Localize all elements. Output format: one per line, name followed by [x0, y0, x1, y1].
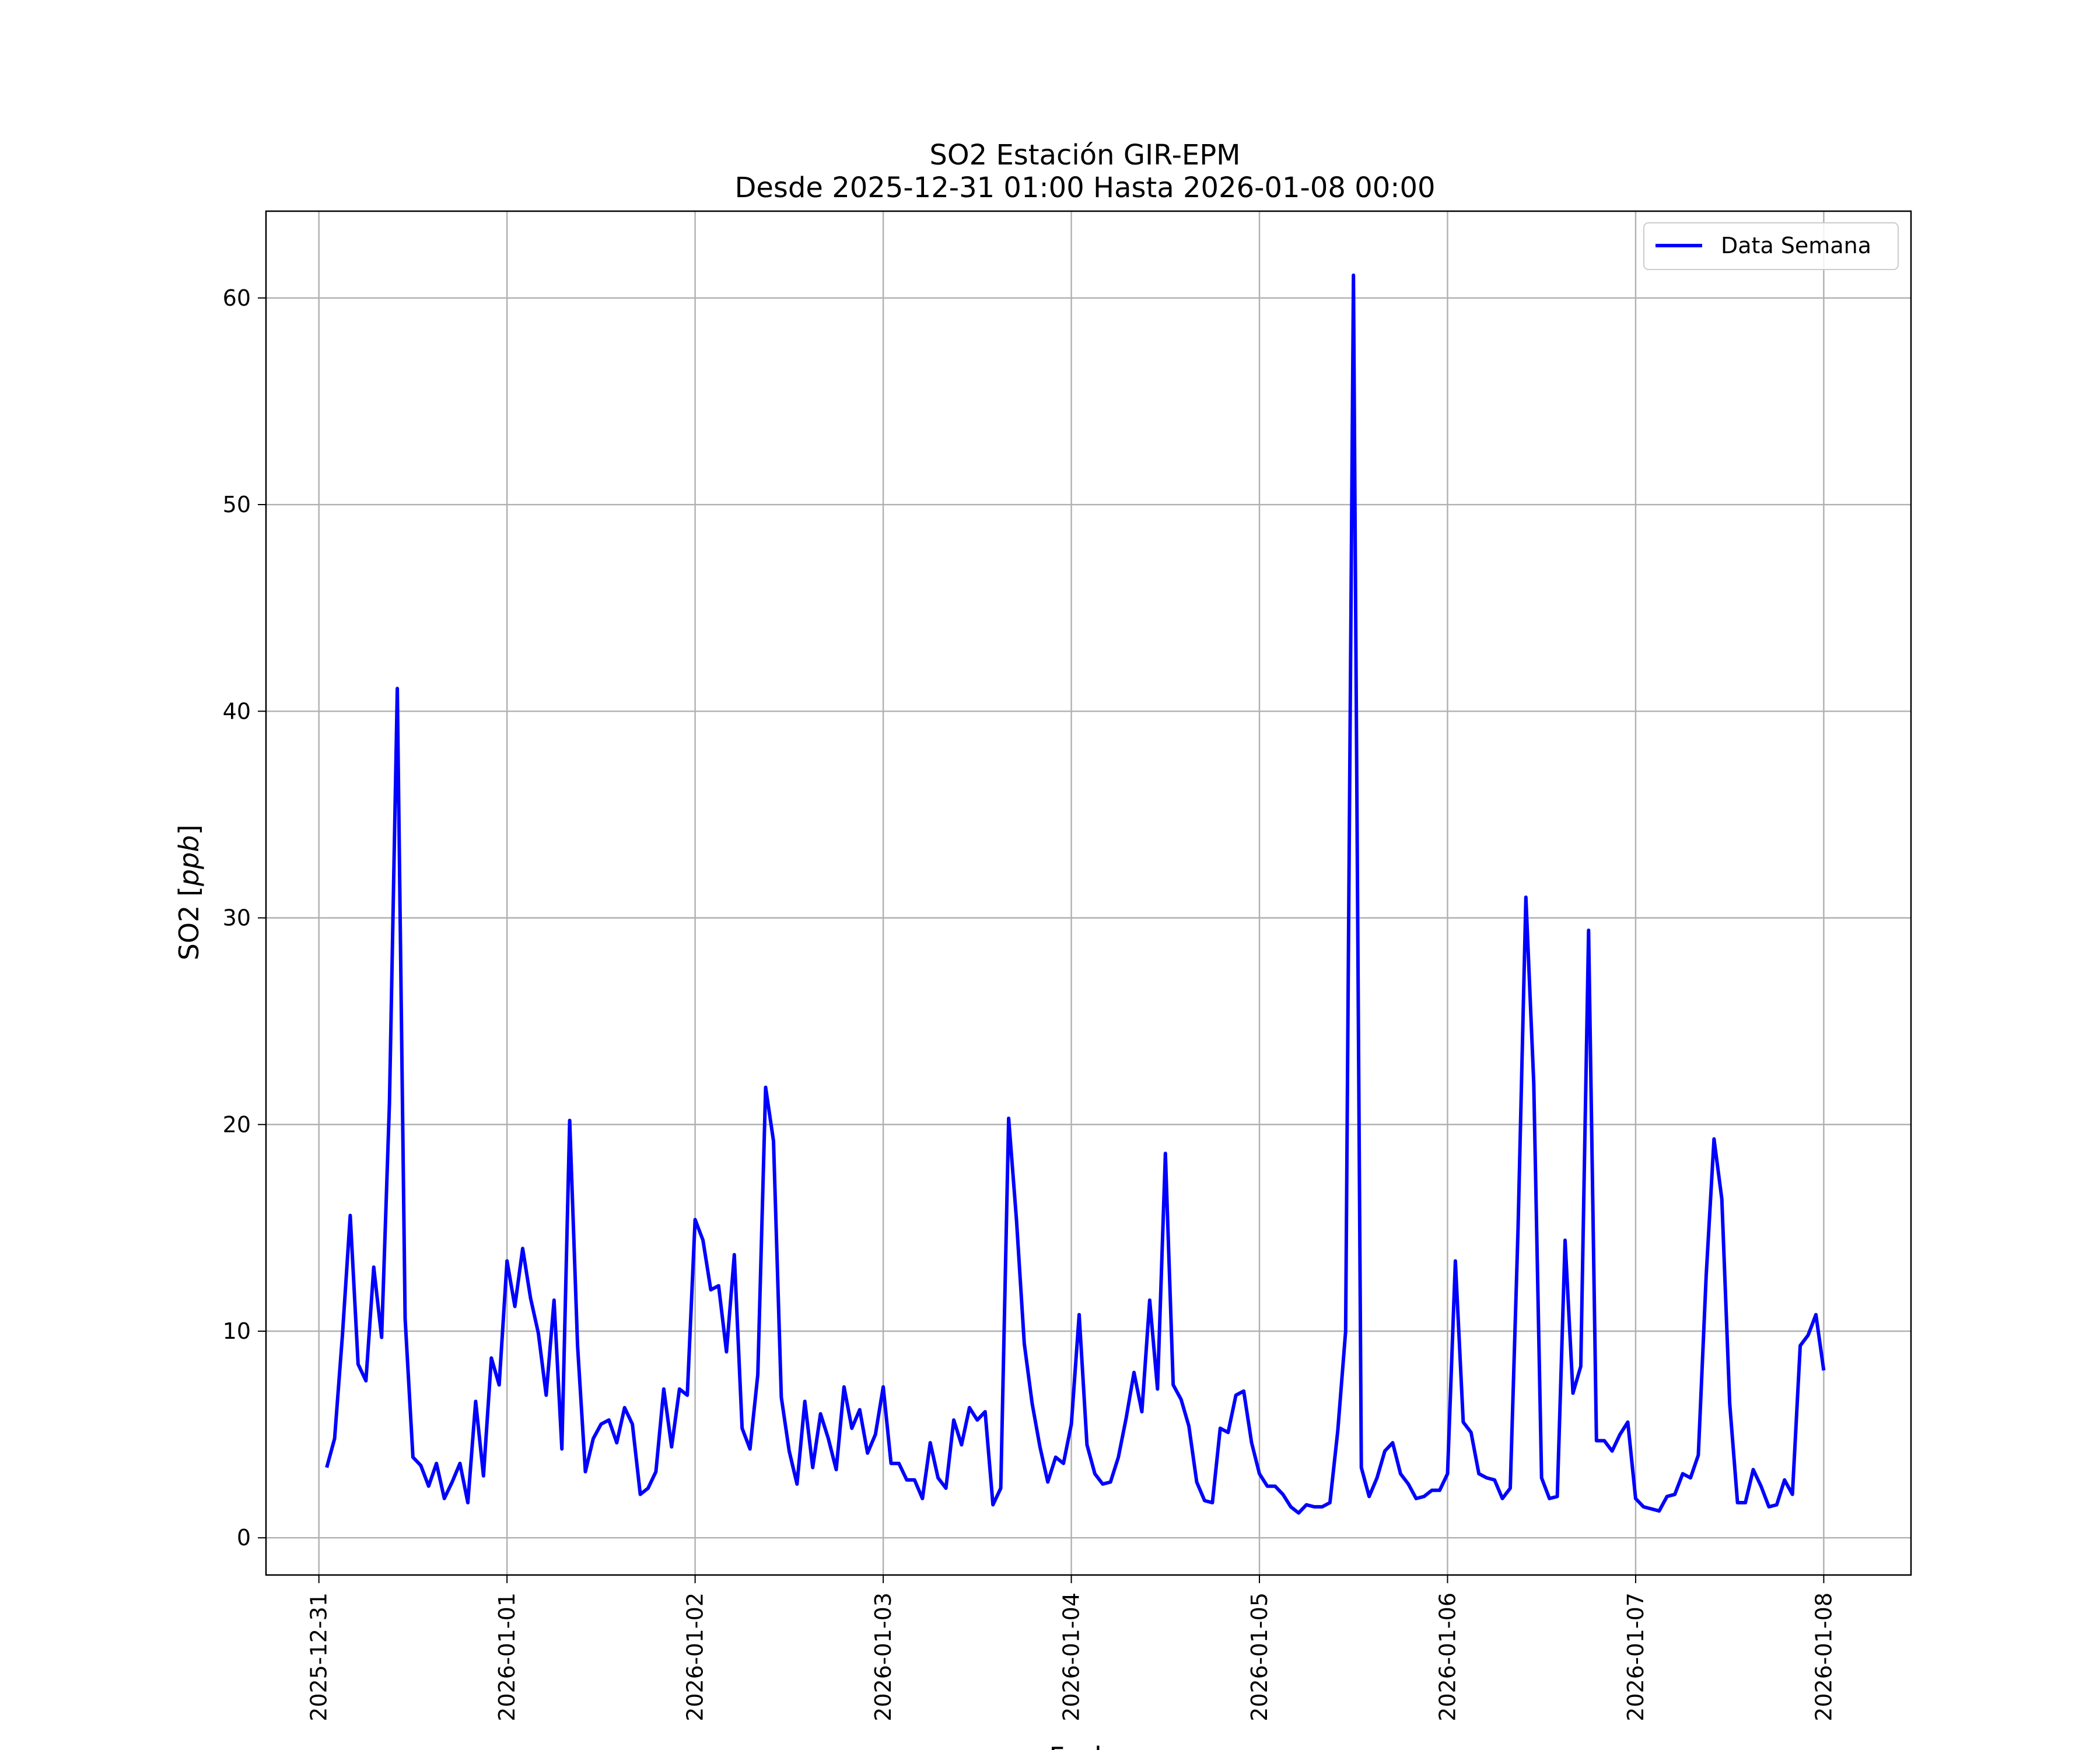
chart-title: SO2 Estación GIR-EPM — [929, 139, 1240, 172]
y-tick-label: 60 — [223, 285, 251, 311]
x-tick-label: 2026-01-07 — [1623, 1592, 1648, 1721]
legend: Data Semana — [1643, 222, 1899, 270]
y-tick-label: 50 — [223, 492, 251, 517]
y-tick-label: 0 — [237, 1525, 251, 1550]
y-tick-label: 40 — [223, 698, 251, 724]
x-tick-label: 2026-01-02 — [682, 1592, 708, 1721]
y-axis-ticks: 0 10 20 30 40 50 60 — [223, 285, 266, 1550]
legend-label-data-semana: Data Semana — [1721, 233, 1871, 258]
grid-lines — [266, 211, 1911, 1575]
y-tick-label: 20 — [223, 1112, 251, 1138]
x-tick-label: 2026-01-01 — [494, 1592, 520, 1721]
y-axis-label: SO2 [ppb] — [173, 825, 205, 961]
chart-subtitle: Desde 2025-12-31 01:00 Hasta 2026-01-08 … — [734, 172, 1435, 204]
x-tick-label: 2026-01-05 — [1247, 1592, 1272, 1721]
series-line-data-semana — [325, 273, 1826, 1515]
y-tick-label: 10 — [223, 1318, 251, 1344]
legend-box — [1643, 222, 1899, 270]
plot-area-frame — [265, 210, 1912, 1576]
x-tick-label: 2026-01-06 — [1434, 1592, 1460, 1721]
x-tick-label: 2026-01-08 — [1811, 1592, 1836, 1721]
x-tick-label: 2025-12-31 — [306, 1592, 332, 1721]
x-axis-label: Fecha — [1049, 1741, 1128, 1750]
series-layer — [325, 273, 1826, 1515]
x-tick-label: 2026-01-04 — [1059, 1592, 1084, 1721]
x-tick-label: 2026-01-03 — [870, 1592, 896, 1721]
y-tick-label: 30 — [223, 905, 251, 931]
x-axis-ticks: 2025-12-31 2026-01-01 2026-01-02 2026-01-03… — [306, 1575, 1836, 1721]
